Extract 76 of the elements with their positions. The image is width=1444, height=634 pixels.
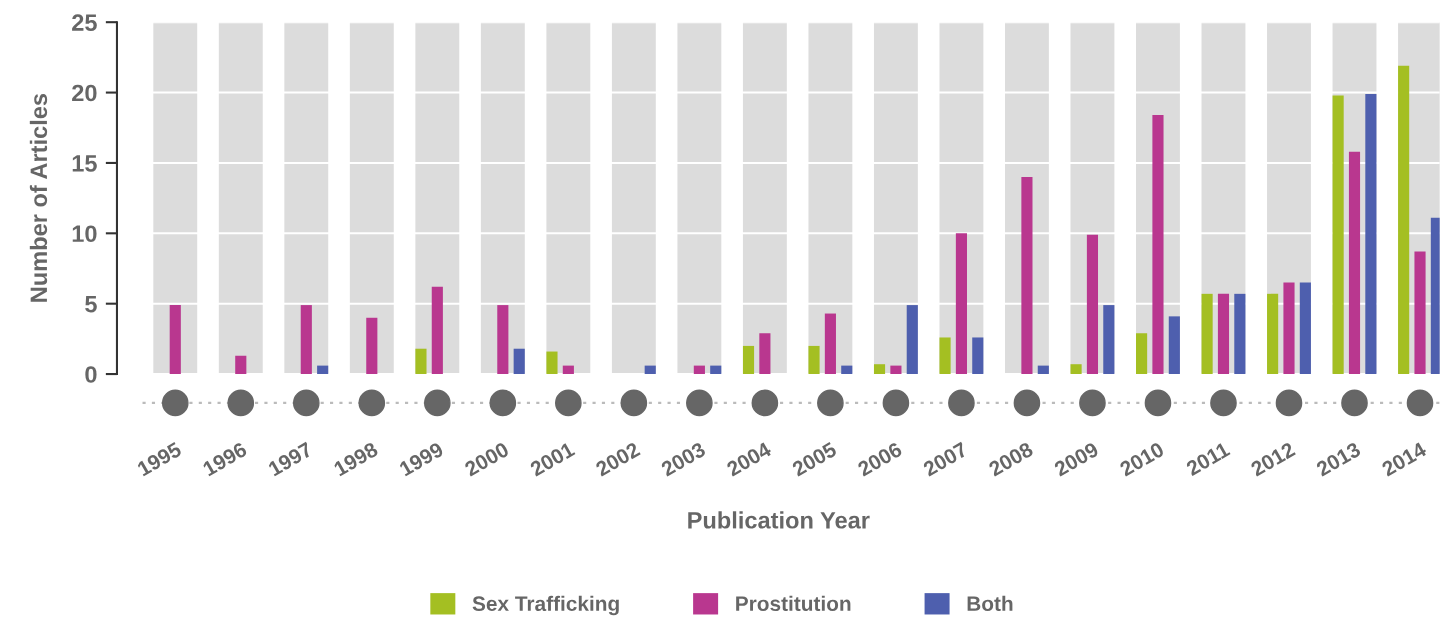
bar: [1152, 115, 1164, 375]
bar: [513, 348, 525, 375]
x-tick-label: 2004: [725, 441, 773, 477]
bar: [873, 364, 886, 375]
legend-label: Sex Trafficking: [472, 595, 619, 616]
x-tick-label: 2000: [463, 441, 510, 477]
x-tick-label: 2014: [1380, 441, 1428, 477]
bar: [1348, 151, 1361, 375]
bar: [562, 365, 574, 375]
bar: [300, 305, 312, 375]
y-axis-title: Number of Articles: [29, 93, 48, 302]
legend-label: Prostitution: [736, 595, 851, 612]
bar: [824, 313, 836, 375]
y-tick-label: 0: [85, 366, 97, 383]
bar: [1234, 293, 1246, 375]
bar: [890, 365, 902, 375]
bar: [1086, 234, 1099, 375]
bar: [972, 337, 984, 375]
bar: [235, 355, 247, 375]
x-tick-label: 2011: [1185, 441, 1231, 477]
bar: [1021, 177, 1033, 375]
bar: [1430, 217, 1440, 375]
bar: [1168, 316, 1180, 375]
bar: [1398, 65, 1410, 375]
bar: [431, 286, 443, 375]
bar: [1365, 93, 1377, 375]
x-tick-label: 2009: [1053, 441, 1100, 477]
x-tick-label: 2012: [1249, 441, 1296, 477]
x-tick-label: 2013: [1315, 441, 1362, 477]
x-tick-label: 1998: [333, 441, 379, 477]
x-tick-label: 1997: [267, 441, 314, 477]
bar: [317, 365, 329, 375]
x-axis-title: Publication Year: [688, 511, 870, 529]
x-tick-label: 2007: [922, 441, 969, 477]
y-tick-label: 5: [85, 296, 97, 313]
x-tick-label: 2002: [594, 441, 641, 477]
bar: [841, 365, 853, 375]
bar: [415, 348, 427, 375]
y-tick-label: 20: [72, 84, 97, 102]
bar: [366, 317, 378, 375]
x-tick-label: 2008: [987, 441, 1035, 477]
bar: [1299, 282, 1311, 375]
bar: [906, 305, 918, 375]
bar: [1136, 333, 1148, 375]
bar: [644, 365, 656, 375]
bar: [939, 337, 951, 375]
bar: [1283, 282, 1295, 375]
bar: [546, 351, 558, 375]
bar: [1267, 293, 1279, 375]
x-tick-label: 1999: [398, 441, 445, 477]
x-tick-label: 1995: [136, 441, 183, 477]
bar: [808, 345, 820, 375]
x-tick-label: 2006: [856, 441, 903, 477]
x-tick-label: 1996: [202, 441, 248, 477]
bar: [497, 305, 509, 375]
bar: [1332, 95, 1344, 375]
bar: [1201, 293, 1213, 375]
bar: [742, 345, 755, 375]
y-tick-label: 10: [72, 225, 97, 243]
bar: [710, 365, 722, 375]
x-tick-label: 2001: [529, 441, 576, 477]
x-tick-label: 2010: [1118, 441, 1165, 477]
legend-label: Both: [967, 595, 1013, 612]
bar: [759, 333, 771, 375]
bar: [1037, 365, 1049, 375]
x-tick-label: 2005: [791, 441, 838, 477]
bar: [169, 305, 181, 375]
y-tick-label: 15: [72, 155, 97, 172]
y-tick-label: 25: [72, 14, 97, 31]
bar: [1414, 251, 1426, 375]
bar: [1217, 293, 1230, 375]
x-tick-label: 2003: [660, 441, 707, 477]
bar: [1070, 364, 1082, 375]
bar: [693, 365, 705, 375]
bar: [955, 233, 967, 375]
bar: [1103, 305, 1115, 375]
